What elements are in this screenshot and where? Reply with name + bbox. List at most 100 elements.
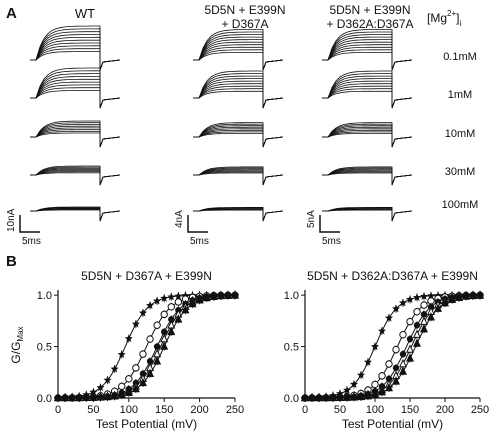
x-tick-label: 150 bbox=[155, 404, 173, 416]
fit-curve bbox=[305, 295, 480, 399]
data-point-open-circle bbox=[420, 301, 428, 309]
data-point-filled-triangle bbox=[61, 392, 70, 402]
column-title-3-line2: + D362A:D367A bbox=[326, 17, 413, 31]
data-point-filled-triangle bbox=[329, 392, 337, 402]
x-tick-label: 200 bbox=[436, 404, 454, 416]
data-point-star bbox=[124, 334, 133, 342]
data-point-open-circle bbox=[174, 298, 183, 306]
data-point-filled-triangle bbox=[462, 291, 470, 300]
data-point-filled-triangle bbox=[131, 383, 140, 393]
data-point-open-circle bbox=[413, 308, 421, 316]
y-tick-label: 0.5 bbox=[284, 342, 299, 354]
data-point-filled-triangle bbox=[476, 290, 484, 299]
data-point-open-circle bbox=[160, 310, 168, 319]
current-traces bbox=[30, 25, 413, 222]
data-point-filled-triangle bbox=[336, 392, 344, 402]
data-point-star bbox=[96, 383, 105, 391]
x-tick-label: 0 bbox=[55, 404, 61, 416]
trace-family bbox=[322, 70, 413, 109]
data-point-filled-circle bbox=[413, 322, 421, 329]
data-point-filled-circle bbox=[385, 375, 393, 382]
scale-bar-wt-current: 10nA bbox=[6, 208, 17, 232]
data-point-filled-circle bbox=[399, 350, 407, 358]
data-point-filled-circle bbox=[146, 358, 154, 365]
x-tick-label: 50 bbox=[87, 404, 99, 416]
data-point-filled-circle bbox=[161, 328, 168, 336]
trace-family bbox=[30, 25, 121, 71]
condition-label-2: 10mM bbox=[445, 128, 476, 140]
data-point-star bbox=[174, 291, 183, 300]
trace-family bbox=[193, 70, 284, 109]
fit-curve bbox=[305, 294, 480, 399]
y-axis-label: G/GMax bbox=[9, 326, 25, 363]
data-point-filled-triangle bbox=[209, 291, 218, 300]
data-point-star bbox=[153, 296, 162, 305]
data-point-filled-triangle bbox=[110, 391, 119, 400]
data-point-filled-triangle bbox=[350, 392, 358, 401]
data-point-open-circle bbox=[132, 364, 140, 372]
column-title-wt: WT bbox=[75, 6, 95, 21]
data-point-star bbox=[392, 304, 400, 313]
data-point-filled-triangle bbox=[75, 392, 84, 402]
x-tick-label: 100 bbox=[120, 404, 138, 416]
conductance-chart-left: 5D5N + D367A + E399N 0 50 100 150 200 250 0.0 0.… bbox=[37, 269, 244, 431]
data-point-star bbox=[110, 364, 119, 373]
x-tick-label: 150 bbox=[401, 404, 419, 416]
condition-label-4: 100mM bbox=[442, 199, 479, 211]
data-point-filled-triangle bbox=[202, 292, 211, 302]
x-tick-label: 200 bbox=[190, 404, 208, 416]
data-point-filled-triangle bbox=[103, 391, 112, 401]
data-point-open-triangle bbox=[399, 358, 407, 368]
data-point-star bbox=[350, 380, 358, 388]
y-tick-label: 0.0 bbox=[284, 393, 299, 405]
scale-bar-col3-current: 5nA bbox=[306, 210, 317, 228]
trace-family bbox=[193, 207, 284, 222]
data-point-filled-triangle bbox=[378, 387, 386, 396]
scale-bar-col2-time: 5ms bbox=[190, 236, 209, 247]
trace-family bbox=[193, 166, 284, 186]
scale-bar-wt-time: 5ms bbox=[22, 236, 41, 247]
chart-title: 5D5N + D362A:D367A + E399N bbox=[307, 269, 478, 283]
y-tick-label: 1.0 bbox=[37, 290, 52, 302]
data-point-filled-triangle bbox=[124, 387, 133, 397]
data-point-filled-triangle bbox=[420, 323, 428, 333]
column-title-3-line1: 5D5N + E399N bbox=[329, 3, 410, 17]
data-point-star bbox=[385, 313, 393, 322]
data-point-filled-triangle bbox=[216, 290, 225, 300]
data-point-star bbox=[406, 295, 414, 303]
data-point-filled-triangle bbox=[96, 392, 105, 401]
data-point-filled-triangle bbox=[343, 392, 351, 401]
fit-curve bbox=[305, 294, 481, 399]
conductance-chart-right: 5D5N + D362A:D367A + E399N 0 50 100 150 200 25… bbox=[284, 269, 489, 431]
data-point-star bbox=[413, 293, 421, 301]
scale-bar-col3 bbox=[319, 215, 340, 233]
data-point-star bbox=[343, 386, 351, 394]
data-point-filled-triangle bbox=[441, 298, 449, 307]
data-point-filled-circle bbox=[153, 343, 161, 350]
data-point-star bbox=[399, 298, 407, 307]
data-point-filled-circle bbox=[168, 316, 175, 323]
data-point-filled-circle bbox=[406, 335, 414, 343]
trace-family bbox=[322, 29, 413, 71]
trace-family bbox=[322, 207, 413, 222]
data-point-star bbox=[357, 370, 365, 379]
data-point-filled-triangle bbox=[448, 294, 456, 303]
data-point-filled-triangle bbox=[138, 377, 147, 387]
trace-family bbox=[322, 166, 413, 186]
data-point-open-circle bbox=[118, 382, 126, 391]
data-point-filled-triangle bbox=[406, 353, 414, 362]
condition-label-3: 30mM bbox=[445, 166, 476, 178]
data-point-filled-triangle bbox=[146, 368, 155, 377]
data-point-filled-triangle bbox=[223, 290, 232, 299]
data-point-filled-triangle bbox=[315, 392, 323, 402]
data-point-filled-triangle bbox=[68, 392, 77, 402]
data-point-open-circle bbox=[378, 372, 386, 380]
data-point-open-circle bbox=[139, 350, 147, 358]
data-point-filled-triangle bbox=[392, 376, 400, 385]
data-point-star bbox=[364, 357, 372, 366]
data-point-star bbox=[427, 291, 435, 300]
y-tick-label: 0.5 bbox=[37, 342, 52, 354]
fit-curve bbox=[305, 294, 480, 399]
x-axis-label: Test Potential (mV) bbox=[342, 417, 443, 431]
